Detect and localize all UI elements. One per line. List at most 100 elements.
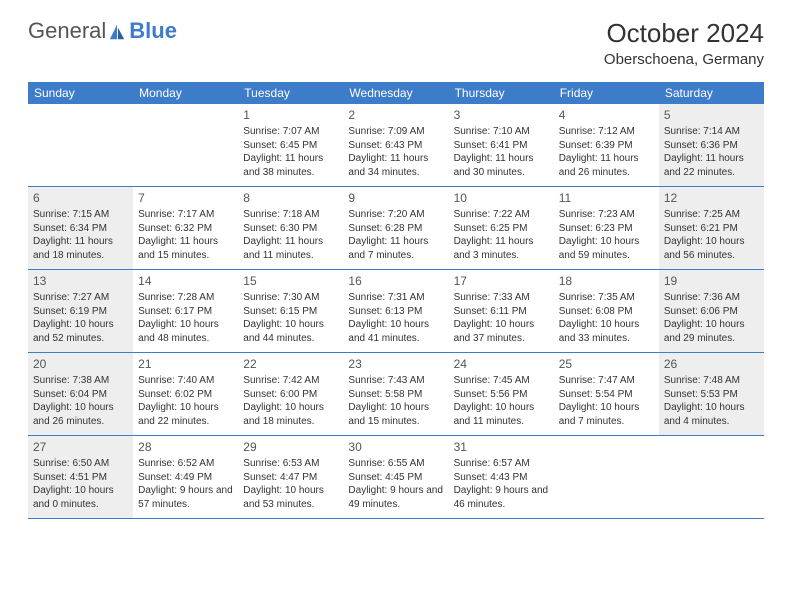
day-number: 15 — [243, 273, 338, 289]
day-number: 24 — [454, 356, 549, 372]
sunrise-text: Sunrise: 6:57 AM — [454, 457, 549, 471]
sunset-text: Sunset: 6:30 PM — [243, 222, 338, 236]
sunrise-text: Sunrise: 6:55 AM — [348, 457, 443, 471]
sunrise-text: Sunrise: 7:12 AM — [559, 125, 654, 139]
weekday-header-cell: Thursday — [449, 82, 554, 104]
week-row: 1Sunrise: 7:07 AMSunset: 6:45 PMDaylight… — [28, 104, 764, 187]
weekday-header-cell: Friday — [554, 82, 659, 104]
day-number: 7 — [138, 190, 233, 206]
weekday-header-cell: Sunday — [28, 82, 133, 104]
sunset-text: Sunset: 6:08 PM — [559, 305, 654, 319]
sunset-text: Sunset: 5:58 PM — [348, 388, 443, 402]
day-cell: 10Sunrise: 7:22 AMSunset: 6:25 PMDayligh… — [449, 187, 554, 269]
sunset-text: Sunset: 6:17 PM — [138, 305, 233, 319]
day-cell: 26Sunrise: 7:48 AMSunset: 5:53 PMDayligh… — [659, 353, 764, 435]
day-cell: 8 Sunrise: 7:18 AMSunset: 6:30 PMDaylight… — [238, 187, 343, 269]
daylight-text: Daylight: 9 hours and 46 minutes. — [454, 484, 549, 511]
daylight-text: Daylight: 10 hours and 33 minutes. — [559, 318, 654, 345]
sunrise-text: Sunrise: 7:38 AM — [33, 374, 128, 388]
daylight-text: Daylight: 10 hours and 4 minutes. — [664, 401, 759, 428]
sunrise-text: Sunrise: 7:40 AM — [138, 374, 233, 388]
day-number: 3 — [454, 107, 549, 123]
day-cell: 3Sunrise: 7:10 AMSunset: 6:41 PMDaylight… — [449, 104, 554, 186]
daylight-text: Daylight: 10 hours and 44 minutes. — [243, 318, 338, 345]
sunrise-text: Sunrise: 7:36 AM — [664, 291, 759, 305]
sunset-text: Sunset: 4:45 PM — [348, 471, 443, 485]
day-number: 28 — [138, 439, 233, 455]
sunset-text: Sunset: 6:43 PM — [348, 139, 443, 153]
day-number: 1 — [243, 107, 338, 123]
day-number: 23 — [348, 356, 443, 372]
daylight-text: Daylight: 10 hours and 37 minutes. — [454, 318, 549, 345]
daylight-text: Daylight: 11 hours and 30 minutes. — [454, 152, 549, 179]
daylight-text: Daylight: 11 hours and 7 minutes. — [348, 235, 443, 262]
sunrise-text: Sunrise: 7:35 AM — [559, 291, 654, 305]
daylight-text: Daylight: 10 hours and 48 minutes. — [138, 318, 233, 345]
sunrise-text: Sunrise: 7:07 AM — [243, 125, 338, 139]
sunset-text: Sunset: 6:39 PM — [559, 139, 654, 153]
sunset-text: Sunset: 6:41 PM — [454, 139, 549, 153]
daylight-text: Daylight: 10 hours and 7 minutes. — [559, 401, 654, 428]
brand-word-2: Blue — [129, 18, 177, 44]
weekday-header-cell: Wednesday — [343, 82, 448, 104]
daylight-text: Daylight: 10 hours and 22 minutes. — [138, 401, 233, 428]
week-row: 20Sunrise: 7:38 AMSunset: 6:04 PMDayligh… — [28, 353, 764, 436]
weekday-header-cell: Saturday — [659, 82, 764, 104]
sunset-text: Sunset: 6:19 PM — [33, 305, 128, 319]
day-cell: 16Sunrise: 7:31 AMSunset: 6:13 PMDayligh… — [343, 270, 448, 352]
day-cell: 5Sunrise: 7:14 AMSunset: 6:36 PMDaylight… — [659, 104, 764, 186]
sunset-text: Sunset: 6:32 PM — [138, 222, 233, 236]
sunrise-text: Sunrise: 7:14 AM — [664, 125, 759, 139]
day-number: 19 — [664, 273, 759, 289]
day-number: 21 — [138, 356, 233, 372]
daylight-text: Daylight: 10 hours and 18 minutes. — [243, 401, 338, 428]
sunrise-text: Sunrise: 7:27 AM — [33, 291, 128, 305]
weekday-header-cell: Tuesday — [238, 82, 343, 104]
day-number: 5 — [664, 107, 759, 123]
sunrise-text: Sunrise: 7:33 AM — [454, 291, 549, 305]
daylight-text: Daylight: 11 hours and 11 minutes. — [243, 235, 338, 262]
day-number: 29 — [243, 439, 338, 455]
daylight-text: Daylight: 10 hours and 41 minutes. — [348, 318, 443, 345]
sunset-text: Sunset: 4:49 PM — [138, 471, 233, 485]
day-cell: 27Sunrise: 6:50 AMSunset: 4:51 PMDayligh… — [28, 436, 133, 518]
daylight-text: Daylight: 11 hours and 34 minutes. — [348, 152, 443, 179]
daylight-text: Daylight: 10 hours and 52 minutes. — [33, 318, 128, 345]
empty-cell — [28, 104, 133, 186]
daylight-text: Daylight: 10 hours and 26 minutes. — [33, 401, 128, 428]
daylight-text: Daylight: 11 hours and 15 minutes. — [138, 235, 233, 262]
sunrise-text: Sunrise: 6:52 AM — [138, 457, 233, 471]
sunrise-text: Sunrise: 7:45 AM — [454, 374, 549, 388]
day-cell: 6Sunrise: 7:15 AMSunset: 6:34 PMDaylight… — [28, 187, 133, 269]
day-cell: 1Sunrise: 7:07 AMSunset: 6:45 PMDaylight… — [238, 104, 343, 186]
daylight-text: Daylight: 10 hours and 29 minutes. — [664, 318, 759, 345]
day-number: 12 — [664, 190, 759, 206]
sunset-text: Sunset: 6:15 PM — [243, 305, 338, 319]
sunrise-text: Sunrise: 7:15 AM — [33, 208, 128, 222]
daylight-text: Daylight: 11 hours and 18 minutes. — [33, 235, 128, 262]
daylight-text: Daylight: 9 hours and 49 minutes. — [348, 484, 443, 511]
brand-logo: General Blue — [28, 18, 177, 44]
week-row: 6Sunrise: 7:15 AMSunset: 6:34 PMDaylight… — [28, 187, 764, 270]
sunset-text: Sunset: 5:54 PM — [559, 388, 654, 402]
sunset-text: Sunset: 6:28 PM — [348, 222, 443, 236]
sunset-text: Sunset: 5:53 PM — [664, 388, 759, 402]
day-cell: 20Sunrise: 7:38 AMSunset: 6:04 PMDayligh… — [28, 353, 133, 435]
sunrise-text: Sunrise: 7:25 AM — [664, 208, 759, 222]
sunrise-text: Sunrise: 7:22 AM — [454, 208, 549, 222]
day-cell: 14Sunrise: 7:28 AMSunset: 6:17 PMDayligh… — [133, 270, 238, 352]
day-number: 8 — [243, 190, 338, 206]
day-cell: 9Sunrise: 7:20 AMSunset: 6:28 PMDaylight… — [343, 187, 448, 269]
sunrise-text: Sunrise: 7:31 AM — [348, 291, 443, 305]
month-title: October 2024 — [604, 18, 764, 49]
day-cell: 17Sunrise: 7:33 AMSunset: 6:11 PMDayligh… — [449, 270, 554, 352]
day-number: 9 — [348, 190, 443, 206]
day-number: 26 — [664, 356, 759, 372]
sunrise-text: Sunrise: 7:18 AM — [243, 208, 338, 222]
week-row: 13Sunrise: 7:27 AMSunset: 6:19 PMDayligh… — [28, 270, 764, 353]
sunset-text: Sunset: 6:11 PM — [454, 305, 549, 319]
day-number: 27 — [33, 439, 128, 455]
sunset-text: Sunset: 6:04 PM — [33, 388, 128, 402]
sunset-text: Sunset: 5:56 PM — [454, 388, 549, 402]
week-row: 27Sunrise: 6:50 AMSunset: 4:51 PMDayligh… — [28, 436, 764, 519]
